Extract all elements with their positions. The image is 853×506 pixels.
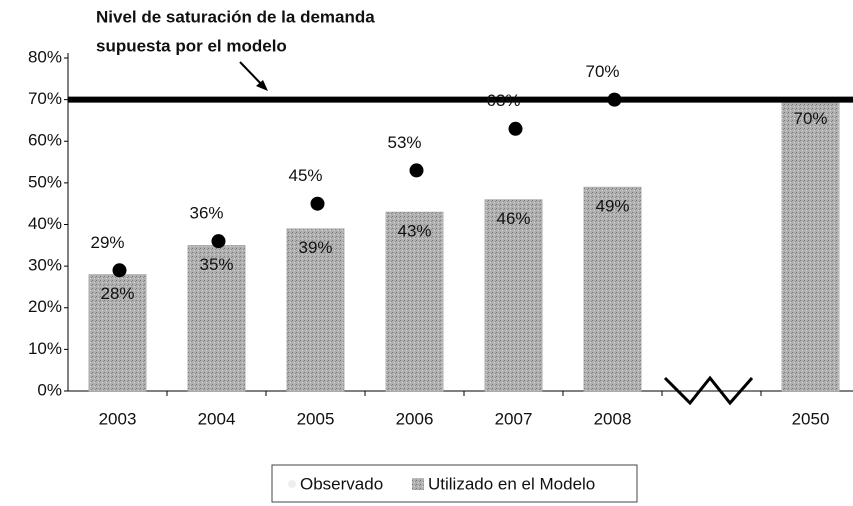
legend-marker: [412, 478, 424, 490]
dot-label: 70%: [585, 62, 619, 81]
bar-label: 70%: [793, 109, 827, 128]
x-tick-label: 2008: [594, 409, 632, 428]
bar: [583, 186, 642, 392]
x-tick-label: 2007: [495, 409, 533, 428]
arrow-head: [256, 80, 268, 91]
bar: [385, 211, 444, 392]
bar-label: 46%: [496, 209, 530, 228]
bar: [286, 228, 345, 392]
y-tick-label: 30%: [28, 256, 62, 275]
legend: [271, 464, 638, 503]
x-tick-label: 2003: [99, 409, 137, 428]
bar: [781, 99, 840, 392]
bar-label: 43%: [397, 221, 431, 240]
dot-label: 29%: [90, 233, 124, 252]
y-tick-label: 70%: [28, 89, 62, 108]
x-tick-label: 2005: [297, 409, 335, 428]
y-tick-label: 80%: [28, 47, 62, 66]
axis-break: [663, 375, 754, 406]
annotation: supuesta por el modelo: [96, 36, 287, 55]
bar-label: 28%: [100, 284, 134, 303]
dot-label: 53%: [387, 133, 421, 152]
legend-label: Utilizado en el Modelo: [428, 474, 595, 493]
dot-label: 63%: [486, 91, 520, 110]
dot: [211, 234, 226, 249]
legend-marker: [288, 480, 296, 488]
dot: [112, 263, 127, 278]
legend-label: Observado: [300, 474, 383, 493]
y-tick-label: 0%: [37, 380, 62, 399]
bar: [187, 245, 246, 392]
y-tick-label: 60%: [28, 131, 62, 150]
x-tick-label: 2006: [396, 409, 434, 428]
y-tick-label: 10%: [28, 339, 62, 358]
dot-label: 36%: [189, 204, 223, 223]
x-tick-label: 2050: [792, 409, 830, 428]
bar-label: 49%: [595, 197, 629, 216]
y-tick-label: 50%: [28, 172, 62, 191]
dot: [310, 196, 325, 211]
dot: [508, 121, 523, 136]
x-tick-label: 2004: [198, 409, 236, 428]
annotation: Nivel de saturación de la demanda: [96, 7, 375, 26]
dot: [409, 163, 424, 178]
y-tick-label: 40%: [28, 214, 62, 233]
y-tick-label: 20%: [28, 297, 62, 316]
bar-label: 39%: [298, 238, 332, 257]
bar-label: 35%: [199, 255, 233, 274]
dot: [607, 92, 622, 107]
bar: [484, 199, 543, 392]
dot-label: 45%: [288, 166, 322, 185]
